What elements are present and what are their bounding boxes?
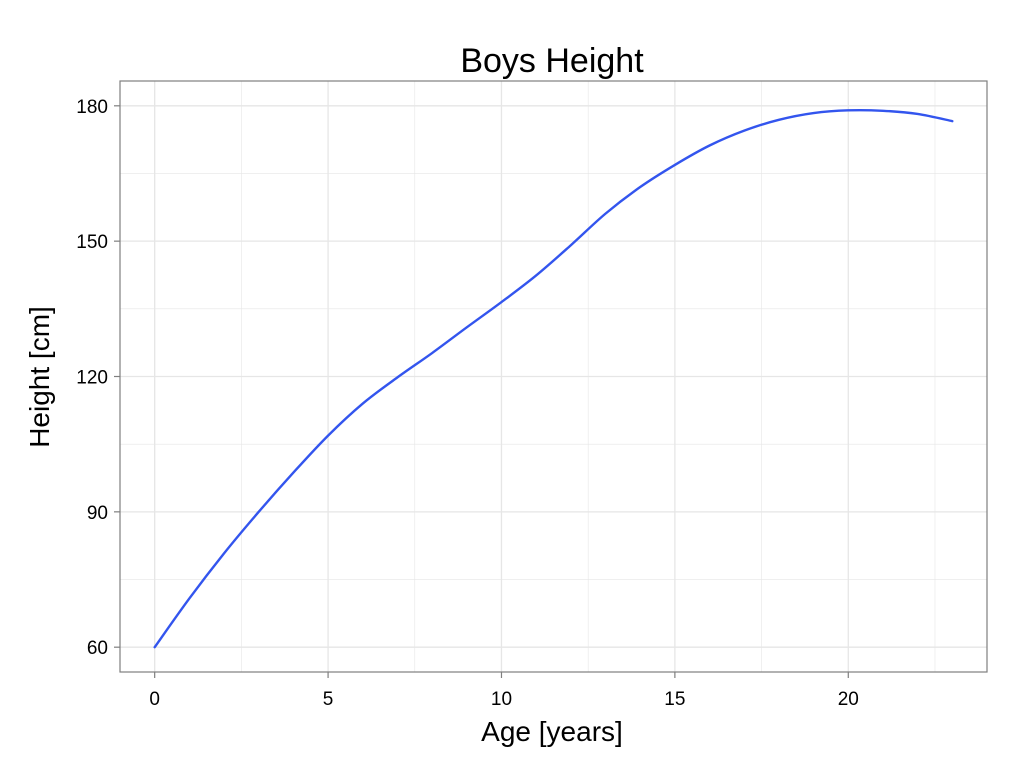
chart-title: Boys Height [460, 42, 644, 80]
x-tick-label: 15 [664, 689, 685, 710]
x-tick-label: 10 [491, 689, 512, 710]
y-tick-label: 120 [76, 368, 108, 389]
height-line [153, 108, 954, 649]
y-tick-label: 180 [76, 97, 108, 118]
y-tick-label: 150 [76, 232, 108, 253]
y-tick-label: 60 [87, 638, 108, 659]
x-axis: 0 5 10 15 20 [149, 672, 859, 710]
y-tick-label: 90 [87, 503, 108, 524]
x-axis-title: Age [years] [481, 716, 623, 747]
x-tick-label: 5 [323, 689, 334, 710]
y-axis: 60 90 120 150 180 [76, 97, 120, 659]
x-tick-label: 0 [149, 689, 160, 710]
major-gridlines [120, 81, 987, 672]
x-tick-label: 20 [838, 689, 859, 710]
y-axis-title: Height [cm] [24, 306, 55, 448]
